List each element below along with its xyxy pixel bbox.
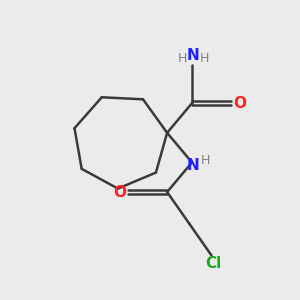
- Text: N: N: [187, 158, 200, 173]
- Text: H: H: [201, 154, 210, 167]
- Text: Cl: Cl: [205, 256, 221, 271]
- Text: H: H: [178, 52, 187, 64]
- Text: O: O: [113, 184, 126, 200]
- Text: H: H: [200, 52, 209, 64]
- Text: O: O: [233, 96, 246, 111]
- Text: N: N: [187, 48, 200, 63]
